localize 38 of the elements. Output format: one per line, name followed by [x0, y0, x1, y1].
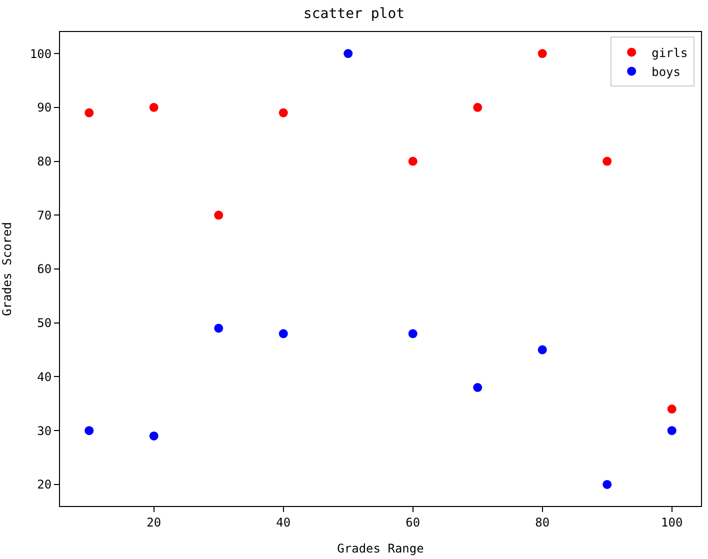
x-tick-label: 100 — [661, 515, 683, 530]
y-tick-label: 100 — [30, 46, 52, 61]
y-tick-label: 90 — [37, 100, 52, 115]
y-axis-title: Grades Scored — [0, 222, 14, 316]
point — [214, 324, 224, 333]
legend-label: boys — [652, 64, 680, 79]
y-tick-label: 70 — [37, 208, 52, 222]
point — [602, 156, 612, 166]
point — [84, 108, 94, 118]
legend-label: girls — [652, 46, 688, 60]
point — [538, 49, 547, 58]
point — [667, 426, 676, 436]
point — [84, 426, 94, 436]
point — [214, 210, 224, 220]
point — [278, 108, 288, 118]
y-tick-label: 80 — [37, 154, 52, 168]
x-tick-label: 60 — [406, 515, 420, 530]
point — [344, 49, 353, 58]
point — [473, 102, 482, 112]
point — [278, 329, 288, 338]
point — [667, 404, 676, 414]
y-tick-label: 60 — [37, 262, 52, 276]
y-tick-label: 20 — [37, 478, 52, 492]
y-tick-label: 30 — [37, 424, 52, 438]
point — [408, 329, 418, 338]
point — [149, 431, 158, 440]
point — [602, 480, 612, 489]
point — [473, 383, 482, 392]
x-axis-title: Grades Range — [337, 541, 424, 556]
x-tick-label: 40 — [276, 515, 291, 530]
y-tick-label: 40 — [37, 370, 52, 384]
point — [538, 345, 547, 354]
x-tick-label: 20 — [146, 515, 162, 530]
point — [149, 102, 158, 112]
chart-title: scatter plot — [303, 6, 405, 22]
x-tick-label: 80 — [535, 515, 550, 530]
point — [408, 156, 418, 166]
y-tick-label: 50 — [37, 316, 52, 330]
